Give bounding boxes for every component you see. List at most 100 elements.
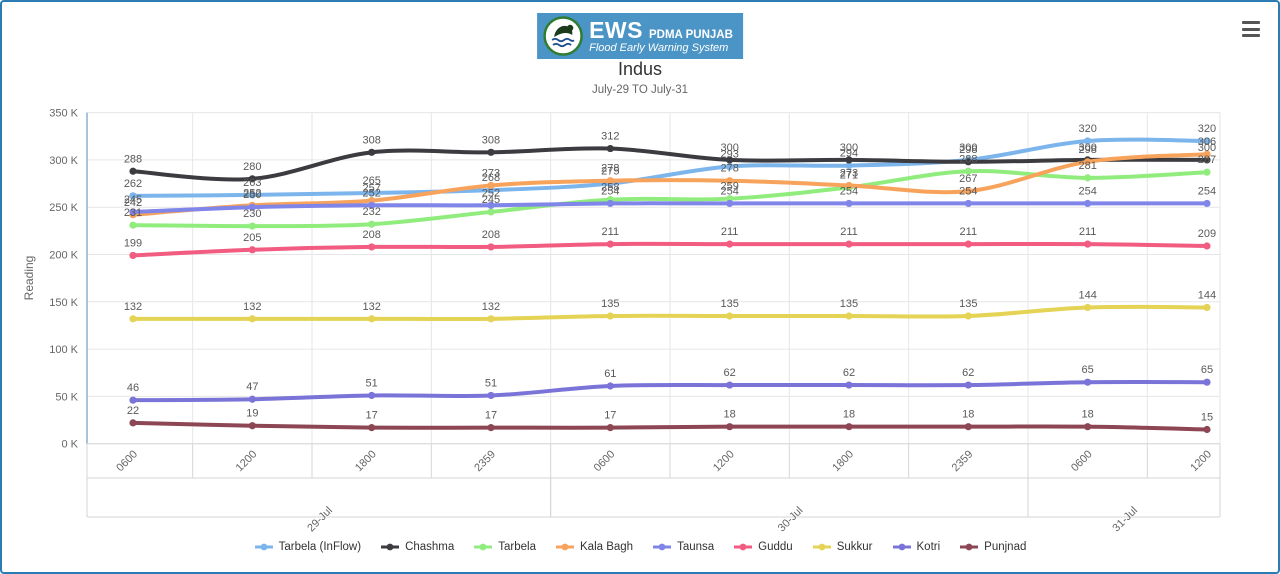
legend-item-chashma[interactable]: Chashma xyxy=(380,541,454,553)
data-point-chashma[interactable] xyxy=(964,158,972,166)
data-point-taunsa[interactable] xyxy=(368,201,376,209)
data-point-kotri[interactable] xyxy=(487,391,495,400)
series-line-kotri[interactable] xyxy=(131,380,1209,403)
data-point-chashma[interactable] xyxy=(129,167,137,175)
series-line-punjnad[interactable] xyxy=(131,420,1209,432)
data-point-sukkur[interactable] xyxy=(1084,303,1092,312)
data-point-kotri[interactable] xyxy=(606,382,614,390)
data-point-sukkur[interactable] xyxy=(248,315,256,323)
data-point-taunsa[interactable] xyxy=(1084,199,1092,208)
data-point-kotri[interactable] xyxy=(1203,378,1211,386)
data-point-taunsa[interactable] xyxy=(248,203,256,211)
data-point-tarbela-inflow[interactable] xyxy=(845,161,853,170)
data-point-taunsa[interactable] xyxy=(487,201,495,209)
legend-item-taunsa[interactable]: Taunsa xyxy=(652,541,714,553)
data-point-punjnad[interactable] xyxy=(1084,423,1092,431)
legend-item-tarbela[interactable]: Tarbela xyxy=(473,541,536,553)
data-point-kotri[interactable] xyxy=(845,381,853,389)
data-point-kala-bagh[interactable] xyxy=(1084,158,1092,166)
data-point-kala-bagh[interactable] xyxy=(964,187,972,195)
data-point-punjnad[interactable] xyxy=(368,424,376,432)
data-point-chashma[interactable] xyxy=(606,144,614,153)
data-point-tarbela-inflow[interactable] xyxy=(248,191,256,199)
data-point-punjnad[interactable] xyxy=(606,424,614,432)
data-point-guddu[interactable] xyxy=(248,246,256,254)
data-point-chashma[interactable] xyxy=(1203,156,1211,164)
legend-item-punjnad[interactable]: Punjnad xyxy=(959,541,1026,553)
data-point-tarbela[interactable] xyxy=(129,221,137,229)
data-point-sukkur[interactable] xyxy=(368,315,376,323)
data-point-punjnad[interactable] xyxy=(487,424,495,432)
data-point-punjnad[interactable] xyxy=(248,422,256,430)
data-point-kotri[interactable] xyxy=(368,391,376,400)
series-line-guddu[interactable] xyxy=(131,241,1209,258)
data-point-sukkur[interactable] xyxy=(726,312,734,320)
data-point-tarbela-inflow[interactable] xyxy=(726,162,734,171)
data-point-sukkur[interactable] xyxy=(1203,303,1211,312)
data-point-sukkur[interactable] xyxy=(487,315,495,323)
data-point-guddu[interactable] xyxy=(726,240,734,248)
data-point-punjnad[interactable] xyxy=(845,423,853,431)
series-line-kala-bagh[interactable] xyxy=(131,152,1209,217)
data-point-taunsa[interactable] xyxy=(964,199,972,208)
legend-item-tarbela-inflow[interactable]: Tarbela (InFlow) xyxy=(254,541,361,553)
data-point-tarbela-inflow[interactable] xyxy=(129,192,137,200)
data-label: 232 xyxy=(362,206,380,218)
data-point-guddu[interactable] xyxy=(845,240,853,248)
data-point-tarbela-inflow[interactable] xyxy=(1084,137,1092,145)
data-point-tarbela-inflow[interactable] xyxy=(1203,137,1211,145)
data-point-kala-bagh[interactable] xyxy=(1203,150,1211,158)
legend-item-sukkur[interactable]: Sukkur xyxy=(812,541,873,553)
data-point-chashma[interactable] xyxy=(368,148,376,156)
data-point-tarbela[interactable] xyxy=(248,222,256,230)
data-point-tarbela[interactable] xyxy=(964,167,972,175)
data-point-kala-bagh[interactable] xyxy=(726,177,734,185)
series-line-taunsa[interactable] xyxy=(131,201,1209,214)
data-point-punjnad[interactable] xyxy=(964,423,972,431)
data-point-tarbela-inflow[interactable] xyxy=(368,189,376,197)
data-point-tarbela[interactable] xyxy=(368,220,376,228)
data-point-chashma[interactable] xyxy=(726,156,734,164)
data-point-chashma[interactable] xyxy=(248,175,256,183)
data-point-sukkur[interactable] xyxy=(845,312,853,320)
data-point-chashma[interactable] xyxy=(487,148,495,156)
data-point-kotri[interactable] xyxy=(248,395,256,403)
series-line-chashma[interactable] xyxy=(131,146,1209,182)
data-point-chashma[interactable] xyxy=(845,156,853,164)
data-point-taunsa[interactable] xyxy=(845,199,853,208)
legend-item-kotri[interactable]: Kotri xyxy=(892,541,940,553)
data-point-taunsa[interactable] xyxy=(129,208,137,216)
data-point-guddu[interactable] xyxy=(487,243,495,251)
hamburger-icon[interactable] xyxy=(1240,20,1262,38)
data-point-kotri[interactable] xyxy=(726,381,734,389)
legend-item-guddu[interactable]: Guddu xyxy=(733,541,793,553)
data-point-punjnad[interactable] xyxy=(129,419,137,427)
series-line-tarbela-inflow[interactable] xyxy=(131,137,1209,198)
data-point-guddu[interactable] xyxy=(606,240,614,248)
data-point-tarbela[interactable] xyxy=(487,208,495,216)
data-point-tarbela[interactable] xyxy=(1203,168,1211,176)
data-point-taunsa[interactable] xyxy=(606,199,614,208)
data-point-guddu[interactable] xyxy=(1084,240,1092,248)
data-point-sukkur[interactable] xyxy=(129,315,137,323)
data-point-kala-bagh[interactable] xyxy=(845,181,853,190)
data-point-guddu[interactable] xyxy=(129,251,137,260)
series-line-sukkur[interactable] xyxy=(131,304,1209,322)
data-point-kotri[interactable] xyxy=(129,396,137,404)
data-point-kotri[interactable] xyxy=(1084,378,1092,386)
legend-item-kala-bagh[interactable]: Kala Bagh xyxy=(555,541,633,553)
data-point-punjnad[interactable] xyxy=(726,423,734,431)
data-point-sukkur[interactable] xyxy=(606,312,614,320)
series-line-tarbela[interactable] xyxy=(131,169,1209,229)
data-point-sukkur[interactable] xyxy=(964,312,972,320)
data-point-guddu[interactable] xyxy=(1203,242,1211,250)
data-point-taunsa[interactable] xyxy=(1203,199,1211,208)
data-point-tarbela[interactable] xyxy=(1084,174,1092,182)
data-point-guddu[interactable] xyxy=(368,243,376,251)
data-point-kala-bagh[interactable] xyxy=(606,177,614,185)
data-point-kotri[interactable] xyxy=(964,381,972,389)
data-point-punjnad[interactable] xyxy=(1203,425,1211,434)
data-point-kala-bagh[interactable] xyxy=(487,181,495,190)
data-point-taunsa[interactable] xyxy=(726,199,734,208)
data-point-guddu[interactable] xyxy=(964,240,972,248)
